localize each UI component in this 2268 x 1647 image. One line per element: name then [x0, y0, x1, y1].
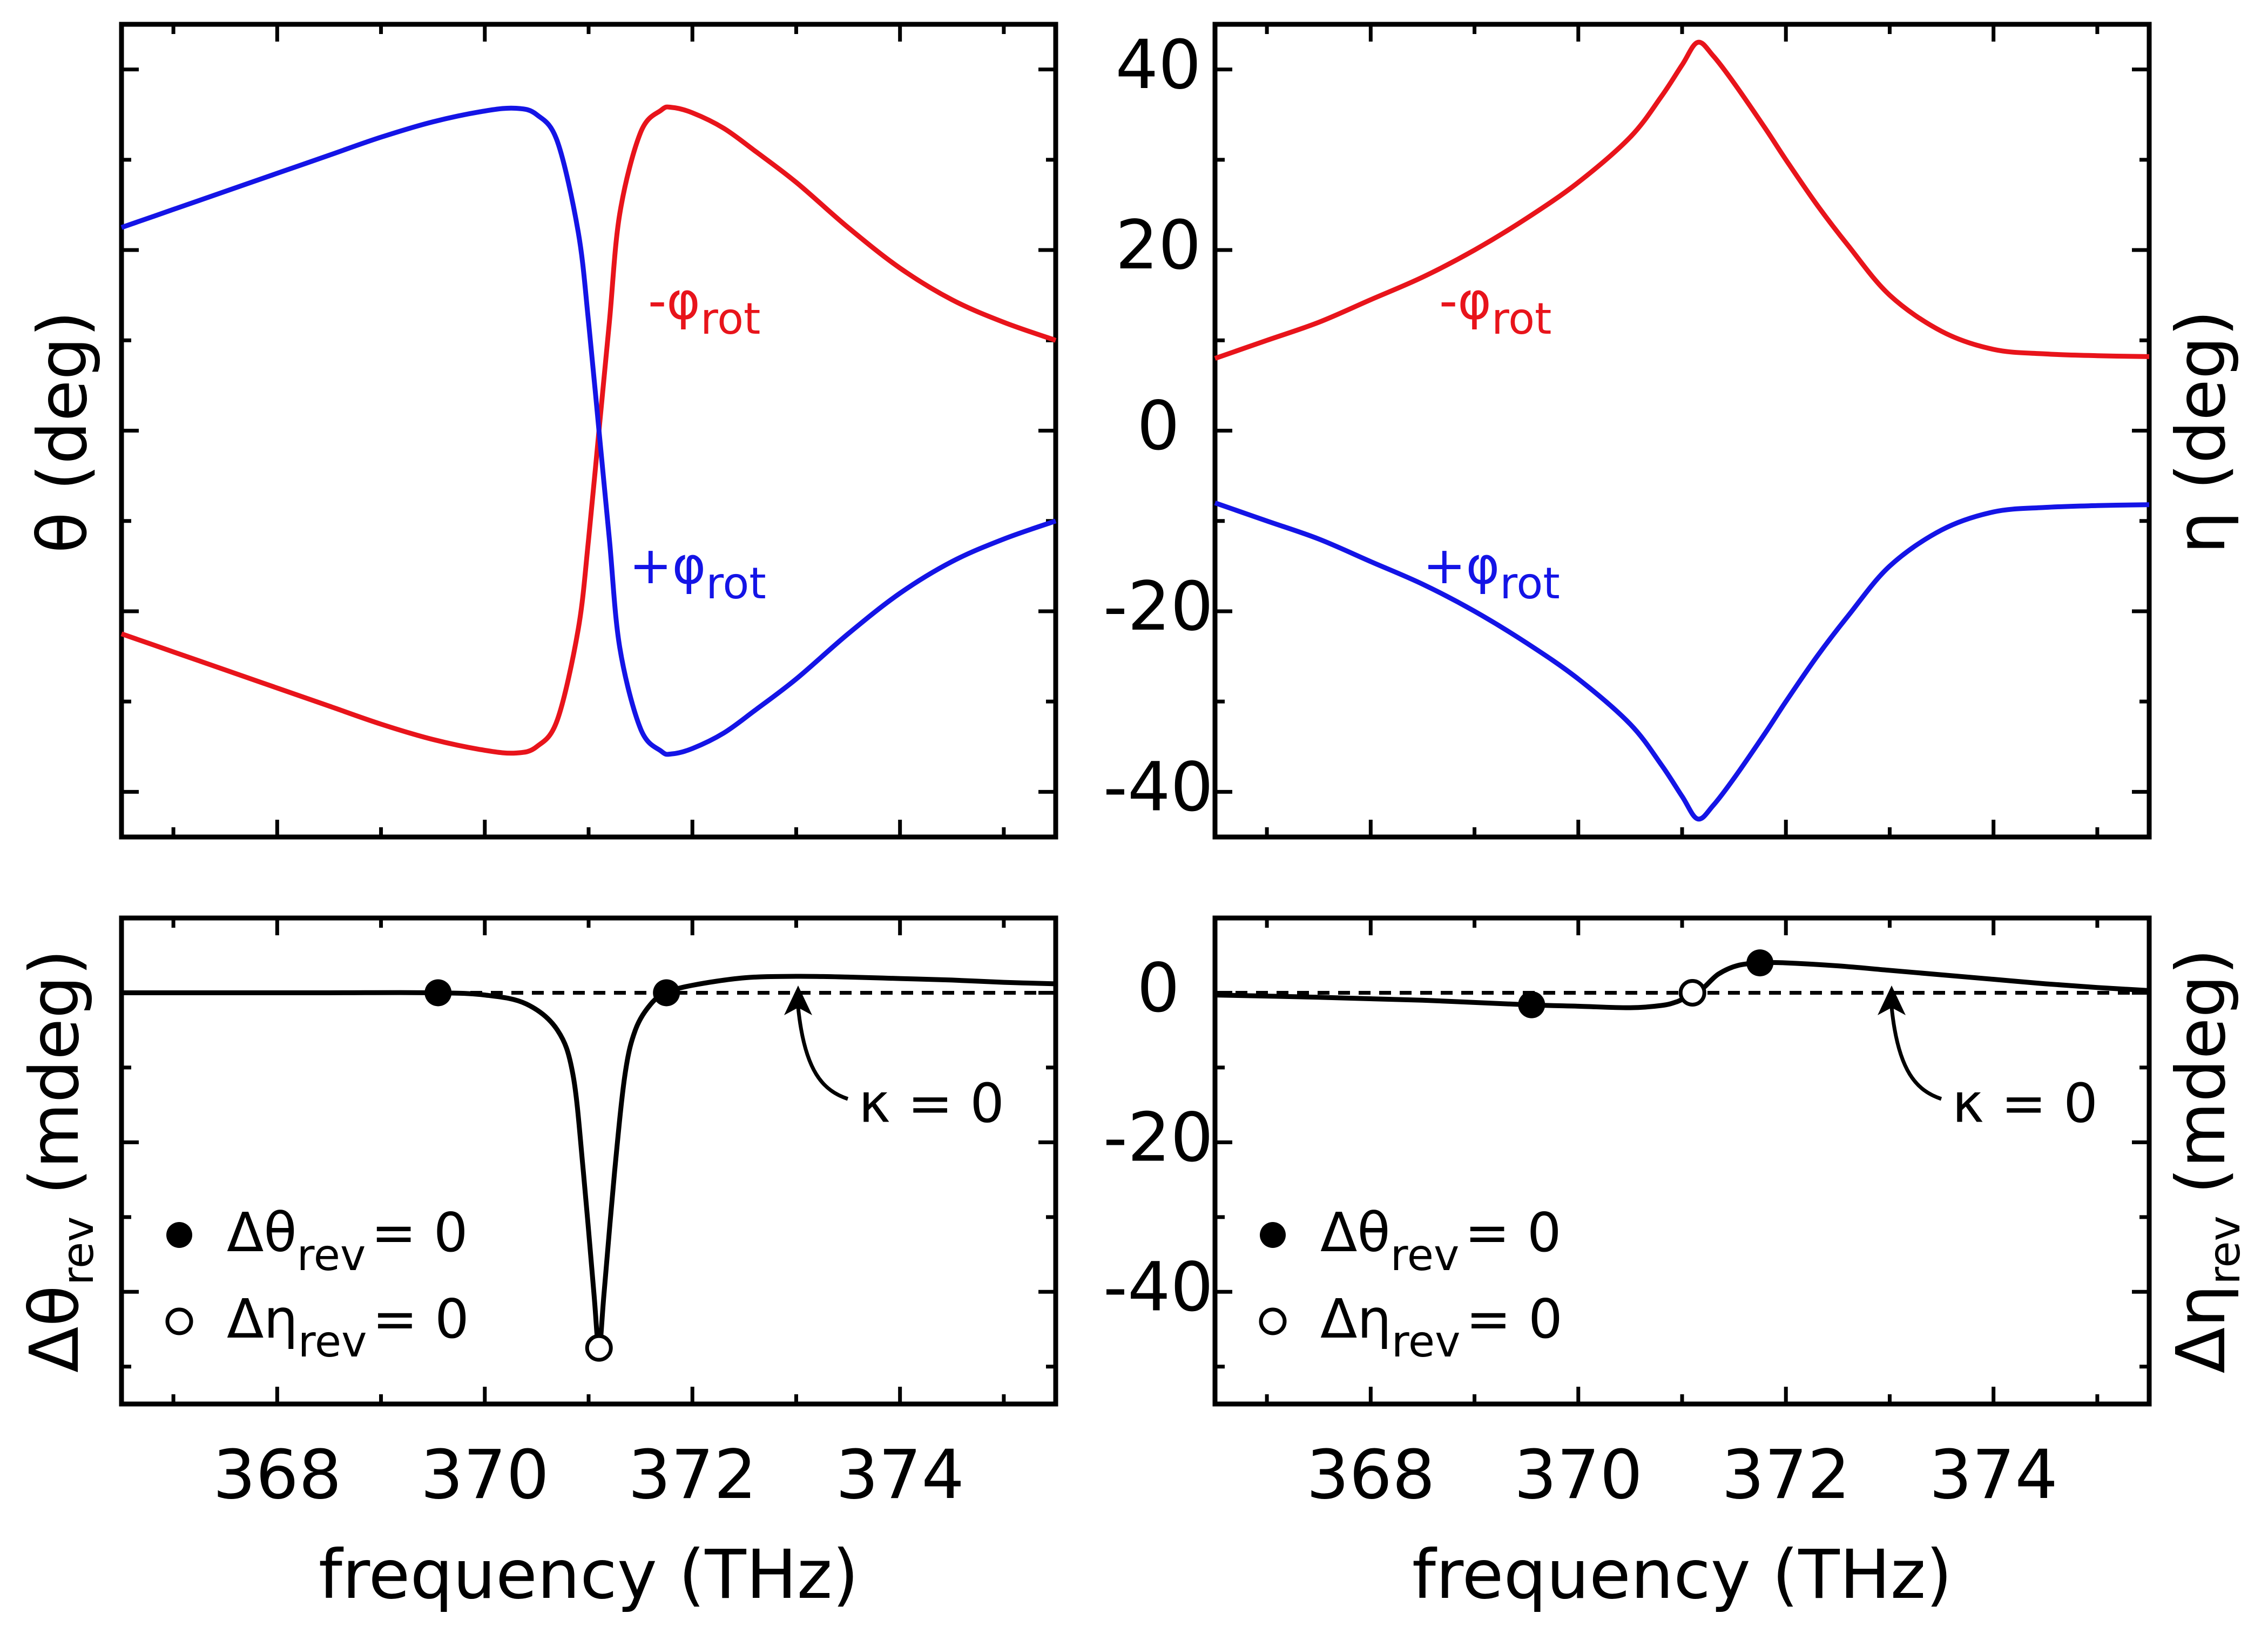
y-tick-label: -40 [1103, 1248, 1213, 1326]
zero-marker-filled [1518, 991, 1545, 1018]
x-tick-label: 372 [1722, 1436, 1851, 1514]
series-line-1 [120, 105, 1057, 757]
kappa-arrow [796, 1007, 849, 1101]
zero-marker-filled [424, 979, 452, 1007]
legend-label-delta-theta: Δθrev = 0 [227, 1201, 468, 1280]
curves [1214, 39, 2150, 822]
x-tick-label: 374 [1929, 1436, 2058, 1514]
markers [424, 979, 680, 1362]
ticks [122, 916, 1056, 1404]
ticks [122, 24, 1056, 837]
ticks [1215, 24, 2149, 837]
legend-label-delta-eta: Δηrev = 0 [227, 1287, 469, 1367]
x-tick-labels: 368 370 372 374 [213, 1436, 964, 1514]
legend-marker-filled [166, 1222, 192, 1248]
series-label-minus-phi-rot: -φrot [648, 272, 760, 344]
series-line-0 [121, 974, 1056, 1351]
kappa-label: κ = 0 [1952, 1071, 2098, 1135]
y-tick-labels: -40 -20 0 20 40 [1103, 26, 1213, 827]
zero-marker-filled [653, 979, 680, 1007]
zero-marker-filled [1746, 949, 1774, 977]
curves [121, 974, 1056, 1351]
legend: Δθrev = 0 Δηrev = 0 [165, 1201, 469, 1367]
x-tick-label: 368 [1306, 1436, 1435, 1514]
x-tick-label: 372 [628, 1436, 757, 1514]
y-tick-label: -20 [1103, 1099, 1213, 1177]
legend-marker-open [165, 1307, 193, 1335]
series-label-minus-phi-rot: -φrot [1439, 272, 1551, 344]
kappa-arrowhead [784, 986, 812, 1015]
plot-frame [119, 22, 1058, 840]
x-axis-title: frequency (THz) [1412, 1536, 1952, 1614]
legend-label-delta-eta: Δηrev = 0 [1320, 1287, 1563, 1367]
legend-marker-open [1259, 1307, 1287, 1335]
kappa-annotation: κ = 0 [784, 986, 1004, 1135]
y-tick-labels: -40 -20 0 [1103, 949, 1213, 1327]
panel-delta-theta: 368 370 372 374 κ = 0 Δθrev = 0 Δηrev = 0 fre… [16, 915, 1058, 1614]
x-tick-label: 370 [1514, 1436, 1643, 1514]
x-axis-title: frequency (THz) [319, 1536, 859, 1614]
legend-label-delta-theta: Δθrev = 0 [1320, 1201, 1562, 1280]
series-label-plus-phi-rot: +φrot [1423, 536, 1560, 609]
kappa-arrowhead [1878, 986, 1906, 1015]
x-tick-labels: 368 370 372 374 [1306, 1436, 2058, 1514]
kappa-label: κ = 0 [859, 1071, 1004, 1135]
kappa-arrow [1889, 1007, 1942, 1101]
series-label-plus-phi-rot: +φrot [629, 536, 766, 609]
x-tick-label: 370 [420, 1436, 549, 1514]
y-axis-title: θ (deg) [24, 310, 102, 553]
series-line-1 [1214, 501, 2150, 822]
plot-frame [1212, 22, 2152, 840]
legend: Δθrev = 0 Δηrev = 0 [1259, 1201, 1563, 1367]
y-tick-label: -40 [1103, 748, 1213, 827]
y-tick-label: -20 [1103, 568, 1213, 646]
zero-marker-open [1678, 978, 1706, 1007]
curves [120, 104, 1057, 757]
markers [1518, 949, 1774, 1018]
y-tick-label: 40 [1115, 26, 1201, 104]
y-tick-label: 0 [1137, 387, 1180, 465]
x-tick-label: 368 [213, 1436, 342, 1514]
y-axis-title: η (deg) [2162, 310, 2240, 554]
kappa-annotation: κ = 0 [1878, 986, 2098, 1135]
y-tick-label: 20 [1115, 206, 1201, 285]
series-line-0 [1214, 39, 2150, 361]
y-tick-label: 0 [1137, 949, 1180, 1028]
panel-delta-eta: -40 -20 0 368 370 372 374 κ = 0 Δθrev = 0 Δηre… [1103, 915, 2250, 1614]
y-axis-title: Δηrev (mdeg) [2162, 948, 2250, 1373]
panel-theta: -φrot +φrot θ (deg) [24, 22, 1058, 840]
y-axis-title: Δθrev (mdeg) [16, 949, 103, 1373]
series-line-0 [120, 104, 1057, 756]
panel-eta: -40 -20 0 20 40 -φrot +φrot η (deg) [1103, 22, 2240, 840]
x-tick-label: 374 [835, 1436, 964, 1514]
zero-marker-open [585, 1334, 613, 1362]
legend-marker-filled [1260, 1222, 1286, 1248]
